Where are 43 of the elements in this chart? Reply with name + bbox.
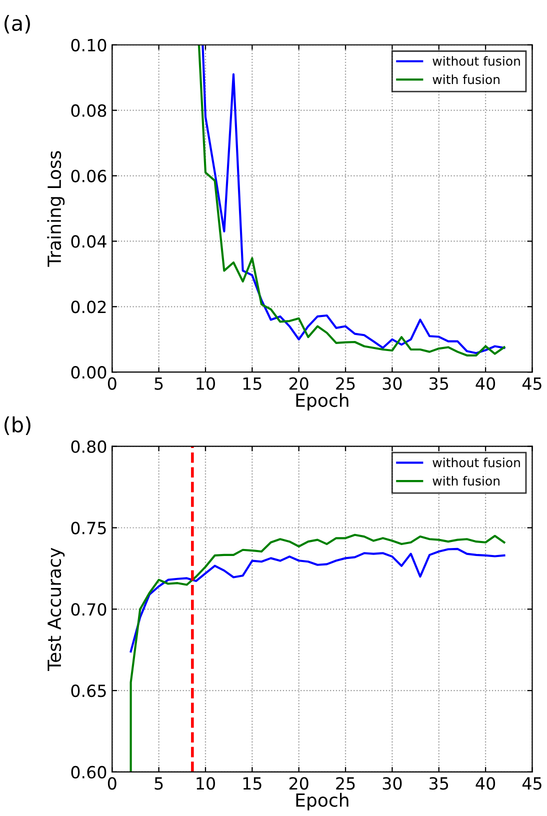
x-tick-label: 35: [430, 377, 448, 390]
y-axis-title: Test Accuracy: [48, 548, 65, 672]
y-tick-label: 0.00: [71, 366, 106, 379]
x-tick-label: 15: [243, 777, 262, 790]
y-tick-label: 0.02: [71, 300, 106, 314]
text: (b): [4, 416, 30, 435]
legend-label: without fusion: [432, 458, 520, 468]
y-tick-label: 0.75: [71, 522, 106, 534]
x-tick-label: 40: [476, 777, 496, 790]
y-tick-label: 0.06: [71, 170, 106, 182]
x-tick-label: 30: [382, 777, 402, 790]
x-tick-label: 0: [108, 377, 116, 390]
x-tick-label: 40: [476, 377, 496, 390]
y-tick-label: 0.80: [71, 440, 106, 453]
x-tick-label: 45: [522, 377, 542, 390]
x-tick-label: 20: [289, 777, 308, 790]
x-axis-title: Epoch: [296, 393, 348, 411]
y-tick-label: 0.08: [71, 104, 106, 117]
legend-label: without fusion: [432, 56, 520, 66]
x-tick-label: 5: [154, 377, 163, 390]
y-axis-title: Training Loss: [47, 151, 65, 267]
y-tick-label: 0.70: [71, 603, 106, 616]
x-tick-label: 30: [382, 377, 402, 390]
x-tick-label: 25: [336, 777, 355, 790]
line-series: [130, 534, 506, 772]
x-tick-label: 20: [289, 377, 308, 390]
x-tick-label: 10: [196, 777, 215, 790]
x-axis-title: Epoch: [296, 792, 348, 810]
x-tick-label: 25: [336, 377, 355, 390]
legend-label: with fusion: [432, 476, 500, 486]
y-tick-label: 0.65: [71, 684, 106, 698]
x-tick-label: 5: [154, 777, 163, 790]
x-tick-label: 15: [243, 377, 262, 390]
x-tick-label: 45: [522, 777, 542, 790]
y-tick-label: 0.10: [71, 38, 106, 52]
y-tick-label: 0.60: [71, 766, 106, 779]
y-tick-label: 0.04: [71, 235, 106, 248]
x-tick-label: 10: [196, 377, 215, 390]
x-tick-label: 0: [108, 777, 116, 790]
line-series: [130, 548, 506, 653]
legend-label: with fusion: [432, 74, 500, 84]
x-tick-label: 35: [430, 777, 448, 790]
text: (a): [4, 14, 30, 34]
